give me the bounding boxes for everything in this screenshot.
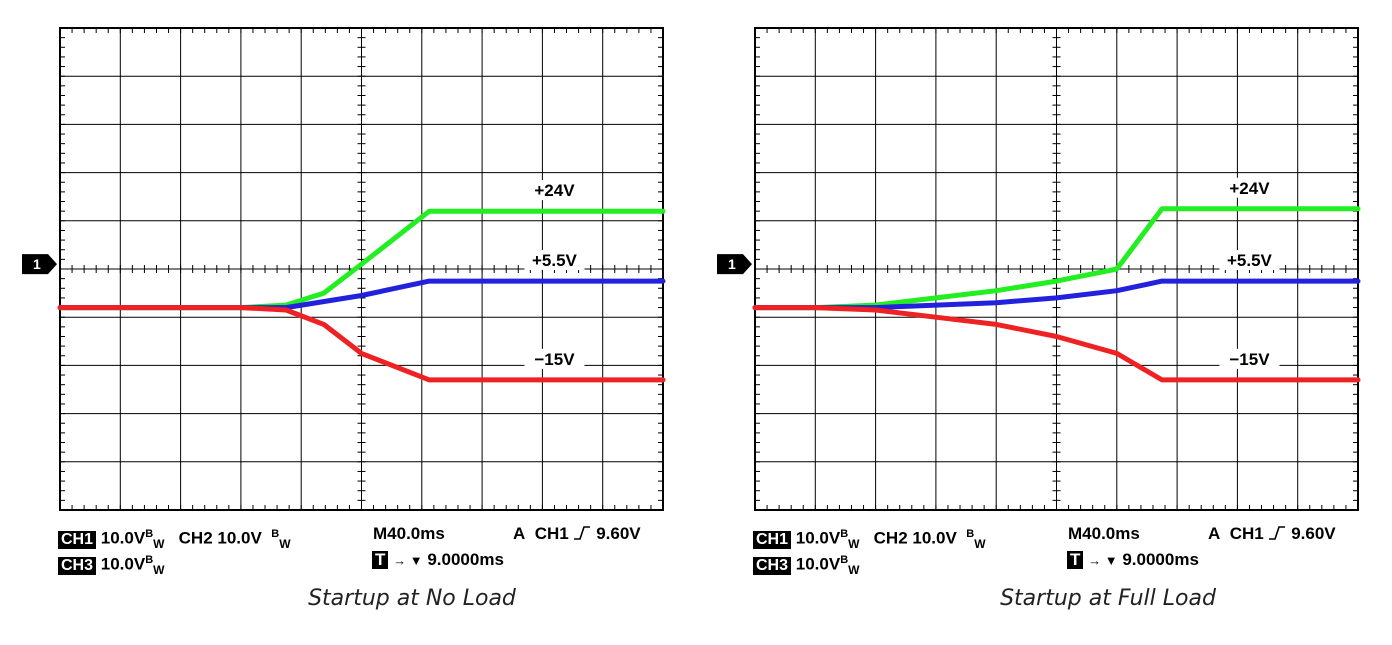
readout-line-2: CH3 10.0VBW <box>753 550 859 580</box>
ch3-badge: CH3 <box>58 556 97 575</box>
trigger-level: 9.60V <box>1291 524 1336 543</box>
chart-caption: Startup at Full Load <box>1000 586 1216 611</box>
ch1-badge: CH1 <box>58 530 97 549</box>
bw-b: B <box>840 528 849 540</box>
label-plus5v5: +5.5V <box>1227 251 1273 270</box>
bw-b: B <box>966 528 975 540</box>
bw-w: W <box>279 537 291 552</box>
oscilloscope-screen: 1 +24V +5.5V −15V <box>0 0 690 520</box>
t-badge: T <box>1067 551 1084 569</box>
label-plus5v5: +5.5V <box>532 251 578 270</box>
rising-edge-icon <box>574 526 591 540</box>
ground-marker-shape <box>22 254 57 275</box>
ch1-scale: 10.0V <box>100 528 146 548</box>
label-background <box>1219 177 1280 198</box>
label-minus15v: −15V <box>534 350 575 369</box>
trigger-mode: A <box>513 524 526 543</box>
trigger-level: 9.60V <box>596 524 641 543</box>
bw-w: W <box>153 537 165 552</box>
ch2-label: CH2 <box>873 528 908 548</box>
t-badge: T <box>372 551 389 569</box>
oscilloscope-plot: 1 +24V +5.5V −15V <box>22 27 666 511</box>
label-plus24v: +24V <box>1229 179 1270 198</box>
bw-w: W <box>974 537 986 552</box>
label-background <box>524 348 585 369</box>
trigger-mode: A <box>1208 524 1221 543</box>
bw-b: B <box>145 528 154 540</box>
bw-b: B <box>145 554 154 566</box>
ground-marker: 1 <box>717 254 752 275</box>
timebase-readout: M40.0ms <box>373 524 445 543</box>
bw-w: W <box>153 563 165 578</box>
bw-b: B <box>840 554 849 566</box>
timebase-readout: M40.0ms <box>1068 524 1140 543</box>
ground-marker-label: 1 <box>33 256 41 272</box>
label-background <box>1219 348 1280 369</box>
trigger-delay-readout: T → ▼ 9.0000ms <box>372 550 504 571</box>
label-plus24v: +24V <box>534 181 575 200</box>
trigger-channel: CH1 <box>1229 524 1264 543</box>
label-background <box>1219 250 1280 271</box>
trigger-delay-readout: T → ▼ 9.0000ms <box>1067 550 1199 571</box>
ground-marker-shape <box>717 254 752 275</box>
trigger-readout: A CH1 9.60V <box>513 524 641 544</box>
trigger-delay: 9.0000ms <box>427 550 504 569</box>
ch2-label: CH2 <box>178 528 213 548</box>
ch2-scale: 10.0V <box>217 528 262 548</box>
trigger-readout: A CH1 9.60V <box>1208 524 1336 544</box>
scope-panel-no-load: 1 +24V +5.5V −15V CH1 10.0VBW CH2 10.0V BW … <box>0 0 690 645</box>
ch2-scale: 10.0V <box>912 528 957 548</box>
readout-line-1: CH1 10.0VBW CH2 10.0V BW <box>58 524 291 554</box>
scope-panel-full-load: 1 +24V +5.5V −15V CH1 10.0VBW CH2 10.0V BW … <box>695 0 1385 645</box>
trace-minus15v <box>752 305 1361 383</box>
ch1-badge: CH1 <box>753 530 792 549</box>
trigger-channel: CH1 <box>534 524 569 543</box>
trigger-delay: 9.0000ms <box>1122 550 1199 569</box>
ch3-scale: 10.0V <box>100 554 146 574</box>
bw-b: B <box>271 528 280 540</box>
label-background <box>524 250 585 271</box>
trace-minus15v <box>57 305 666 383</box>
chart-caption: Startup at No Load <box>308 586 516 611</box>
bw-w: W <box>848 563 860 578</box>
label-minus15v: −15V <box>1229 350 1270 369</box>
oscilloscope-screen: 1 +24V +5.5V −15V <box>695 0 1385 520</box>
ch1-scale: 10.0V <box>795 528 841 548</box>
arrow-down-icon: → ▼ <box>393 553 423 568</box>
ground-marker: 1 <box>22 254 57 275</box>
ch3-badge: CH3 <box>753 556 792 575</box>
ground-marker-label: 1 <box>728 256 736 272</box>
bw-w: W <box>848 537 860 552</box>
arrow-down-icon: → ▼ <box>1088 553 1118 568</box>
label-background <box>524 180 585 201</box>
readout-line-1: CH1 10.0VBW CH2 10.0V BW <box>753 524 986 554</box>
ch3-scale: 10.0V <box>795 554 841 574</box>
oscilloscope-plot: 1 +24V +5.5V −15V <box>717 27 1361 511</box>
rising-edge-icon <box>1269 526 1286 540</box>
readout-line-2: CH3 10.0VBW <box>58 550 164 580</box>
